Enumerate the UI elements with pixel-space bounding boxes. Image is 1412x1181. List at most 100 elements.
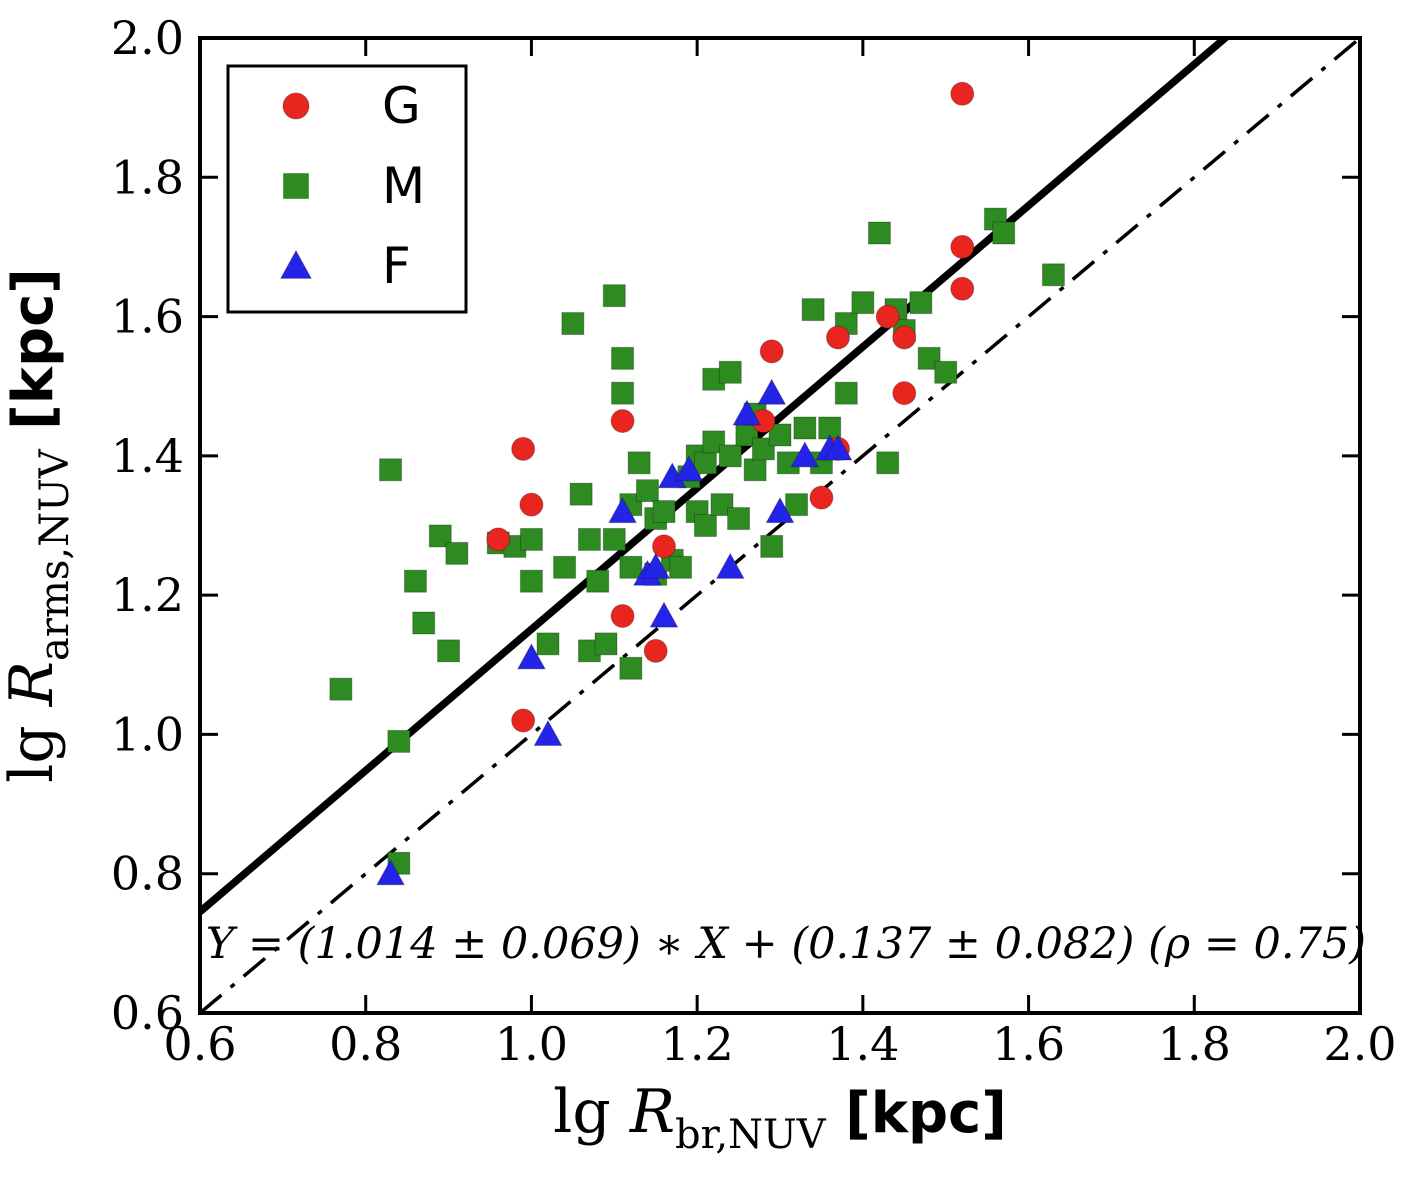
x-tick-label: 1.0 bbox=[495, 1017, 568, 1071]
legend-item-m: M bbox=[283, 157, 425, 215]
data-point bbox=[743, 458, 767, 482]
data-point bbox=[437, 639, 461, 663]
legend-item-f: F bbox=[279, 237, 411, 295]
data-point bbox=[379, 458, 403, 482]
data-point bbox=[732, 399, 762, 426]
data-point bbox=[1041, 263, 1065, 287]
data-point bbox=[875, 304, 900, 329]
data-point bbox=[759, 339, 784, 364]
data-point bbox=[412, 611, 436, 635]
data-point bbox=[627, 451, 651, 475]
data-point bbox=[834, 381, 858, 405]
data-point bbox=[511, 436, 536, 461]
x-tick-label: 1.6 bbox=[992, 1017, 1065, 1071]
data-point bbox=[428, 524, 452, 548]
x-tick-label: 1.2 bbox=[661, 1017, 734, 1071]
series-g-points bbox=[486, 81, 975, 733]
tick-labels: 0.6 0.8 1.0 1.2 1.4 1.6 1.8 2.0 0.6 0.8 1.0 1.2 1.4 1… bbox=[111, 11, 1397, 1071]
data-point bbox=[561, 312, 585, 336]
data-point bbox=[823, 434, 853, 461]
y-tick-label: 2.0 bbox=[111, 11, 184, 65]
data-point bbox=[801, 298, 825, 322]
data-point bbox=[649, 601, 679, 628]
data-point bbox=[635, 479, 659, 503]
series-f-points bbox=[376, 378, 853, 886]
data-point bbox=[283, 173, 309, 199]
data-point bbox=[553, 555, 577, 579]
legend-item-g: G bbox=[282, 77, 421, 135]
data-point bbox=[403, 569, 427, 593]
data-point bbox=[718, 360, 742, 384]
data-point bbox=[608, 496, 638, 524]
legend-label: F bbox=[382, 237, 411, 295]
data-point bbox=[669, 555, 693, 579]
data-point bbox=[892, 325, 917, 350]
legend-label: G bbox=[382, 77, 421, 135]
y-tick-label: 1.8 bbox=[111, 150, 184, 204]
data-point bbox=[643, 638, 668, 663]
data-point bbox=[387, 729, 411, 753]
legend-box bbox=[226, 64, 468, 314]
plot-frame bbox=[198, 36, 1362, 1015]
data-point bbox=[867, 221, 891, 245]
data-point bbox=[279, 249, 313, 279]
data-point bbox=[727, 507, 751, 531]
x-tick-label: 0.8 bbox=[329, 1017, 402, 1071]
data-point bbox=[602, 284, 626, 308]
data-point bbox=[765, 496, 795, 524]
data-point bbox=[950, 81, 975, 106]
data-point bbox=[486, 527, 511, 552]
data-point bbox=[569, 482, 593, 506]
data-point bbox=[950, 276, 975, 301]
y-tick-label: 1.6 bbox=[111, 290, 184, 344]
data-point bbox=[611, 346, 635, 370]
data-point bbox=[641, 552, 671, 579]
data-point bbox=[934, 360, 958, 384]
data-point bbox=[611, 381, 635, 405]
data-point bbox=[577, 527, 601, 551]
identity-line bbox=[200, 38, 1360, 1013]
data-point bbox=[876, 451, 900, 475]
data-point bbox=[892, 381, 917, 406]
data-point bbox=[610, 604, 635, 629]
data-point bbox=[602, 527, 626, 551]
y-axis-label: lg Rarms,NUV [kpc] bbox=[0, 268, 78, 783]
data-point bbox=[610, 409, 635, 434]
data-point bbox=[917, 346, 941, 370]
data-point bbox=[760, 534, 784, 558]
x-tick-label: 2.0 bbox=[1323, 1017, 1396, 1071]
data-point bbox=[790, 441, 820, 468]
data-point bbox=[826, 325, 850, 350]
data-point bbox=[536, 632, 560, 656]
x-tick-label: 1.8 bbox=[1158, 1017, 1231, 1071]
data-point bbox=[909, 291, 933, 315]
data-point bbox=[594, 632, 618, 656]
data-point bbox=[718, 444, 742, 468]
y-tick-label: 1.0 bbox=[111, 707, 184, 761]
y-tick-label: 0.6 bbox=[111, 986, 184, 1040]
y-tick-label: 1.4 bbox=[111, 429, 184, 483]
data-point bbox=[516, 643, 546, 670]
fit-annotation: Y = (1.014 ± 0.069) ∗ X + (0.137 ± 0.082… bbox=[206, 919, 1366, 969]
data-point bbox=[329, 677, 353, 701]
data-point bbox=[445, 541, 469, 565]
data-point bbox=[652, 534, 676, 559]
data-point bbox=[519, 527, 543, 551]
legend-label: M bbox=[382, 157, 425, 215]
data-point bbox=[851, 291, 875, 315]
data-point bbox=[702, 430, 726, 454]
data-point bbox=[519, 492, 544, 517]
data-point bbox=[809, 485, 834, 510]
x-tick-label: 0.6 bbox=[163, 1017, 236, 1071]
data-point bbox=[768, 423, 792, 447]
x-axis-label: lg Rbr,NUV [kpc] bbox=[553, 1077, 1007, 1158]
y-tick-label: 1.2 bbox=[111, 568, 184, 622]
data-point bbox=[693, 451, 717, 475]
data-point bbox=[619, 555, 643, 579]
data-point bbox=[693, 514, 717, 537]
x-tick-label: 1.4 bbox=[826, 1017, 899, 1071]
data-point bbox=[992, 221, 1016, 245]
data-point bbox=[785, 493, 809, 517]
